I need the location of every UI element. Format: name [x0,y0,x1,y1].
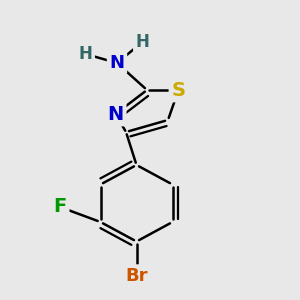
Text: H: H [136,33,149,51]
Text: H: H [79,45,92,63]
Text: S: S [172,80,185,100]
Text: N: N [107,104,124,124]
Text: N: N [110,54,124,72]
Text: Br: Br [125,267,148,285]
Text: F: F [53,197,67,217]
